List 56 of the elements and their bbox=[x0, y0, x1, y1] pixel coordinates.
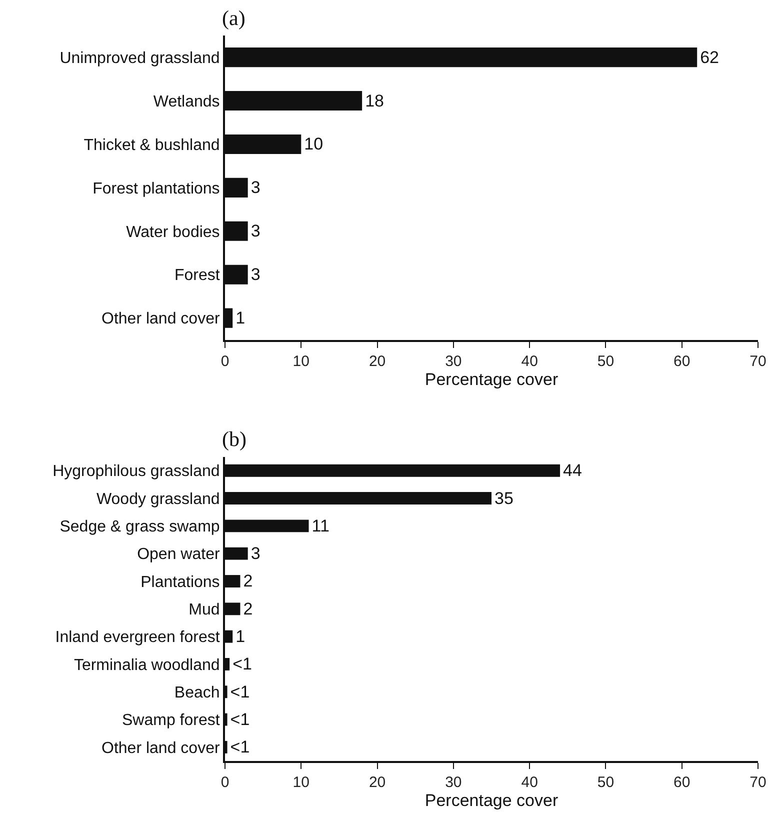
y-tick-label: Wetlands bbox=[153, 93, 220, 110]
data-label: 10 bbox=[304, 134, 324, 154]
x-tick-label: 40 bbox=[521, 352, 538, 370]
y-tick-label: Other land cover bbox=[102, 310, 220, 328]
x-axis-title: Percentage cover bbox=[424, 370, 558, 389]
data-label: 3 bbox=[250, 178, 260, 198]
data-label: 1 bbox=[236, 627, 246, 646]
y-tick-label: Forest plantations bbox=[92, 180, 220, 198]
x-axis-title: Percentage cover bbox=[424, 791, 558, 810]
y-tick-label: Unimproved grassland bbox=[60, 50, 220, 67]
data-label: 1 bbox=[236, 308, 246, 328]
x-tick-label: 20 bbox=[368, 352, 386, 370]
data-label: 11 bbox=[312, 516, 330, 536]
data-label: 44 bbox=[563, 461, 582, 480]
y-tick-label: Water bodies bbox=[126, 224, 220, 241]
data-label: 3 bbox=[250, 265, 260, 284]
x-tick-label: 50 bbox=[597, 774, 614, 791]
data-label: <1 bbox=[230, 738, 250, 757]
data-label: 2 bbox=[243, 572, 253, 591]
x-tick-label: 70 bbox=[750, 774, 766, 791]
data-label: 3 bbox=[250, 544, 260, 564]
data-label: 35 bbox=[494, 488, 514, 508]
y-tick-label: Mud bbox=[188, 602, 220, 618]
x-tick-label: 30 bbox=[445, 774, 462, 791]
y-tick-label: Woody grassland bbox=[96, 490, 220, 508]
x-tick-label: 10 bbox=[292, 774, 310, 791]
data-label: <1 bbox=[232, 654, 252, 674]
x-tick-label: 0 bbox=[220, 774, 230, 791]
y-tick-label: Other land cover bbox=[102, 740, 220, 757]
x-tick-label: 0 bbox=[220, 352, 230, 370]
x-tick-label: 30 bbox=[445, 352, 462, 370]
x-tick-label: 60 bbox=[674, 352, 690, 370]
y-tick-label: Thicket & bushland bbox=[84, 136, 220, 154]
y-tick-label: Swamp forest bbox=[122, 712, 220, 730]
y-tick-label: Plantations bbox=[140, 574, 220, 591]
x-tick-label: 70 bbox=[750, 352, 766, 370]
y-tick-label: Open water bbox=[137, 546, 220, 564]
y-tick-label: Terminalia woodland bbox=[74, 656, 220, 674]
y-tick-label: Forest bbox=[174, 267, 220, 284]
x-tick-label: 50 bbox=[597, 352, 614, 370]
x-tick-label: 60 bbox=[674, 774, 690, 791]
y-tick-label: Sedge & grass swamp bbox=[60, 518, 220, 536]
data-label: 2 bbox=[243, 599, 253, 618]
data-label: <1 bbox=[230, 710, 250, 730]
x-tick-label: 10 bbox=[292, 352, 310, 370]
data-label: 62 bbox=[700, 48, 720, 67]
data-label: 18 bbox=[365, 91, 384, 110]
x-tick-label: 40 bbox=[521, 774, 538, 791]
chart-title: (a) bbox=[222, 6, 246, 30]
data-label: <1 bbox=[230, 682, 250, 702]
y-tick-label: Beach bbox=[174, 684, 220, 702]
x-tick-label: 20 bbox=[368, 774, 386, 791]
chart-title: (b) bbox=[222, 427, 246, 451]
y-tick-label: Hygrophilous grassland bbox=[52, 463, 220, 480]
y-tick-label: Inland evergreen forest bbox=[55, 629, 220, 646]
data-label: 3 bbox=[250, 222, 260, 241]
